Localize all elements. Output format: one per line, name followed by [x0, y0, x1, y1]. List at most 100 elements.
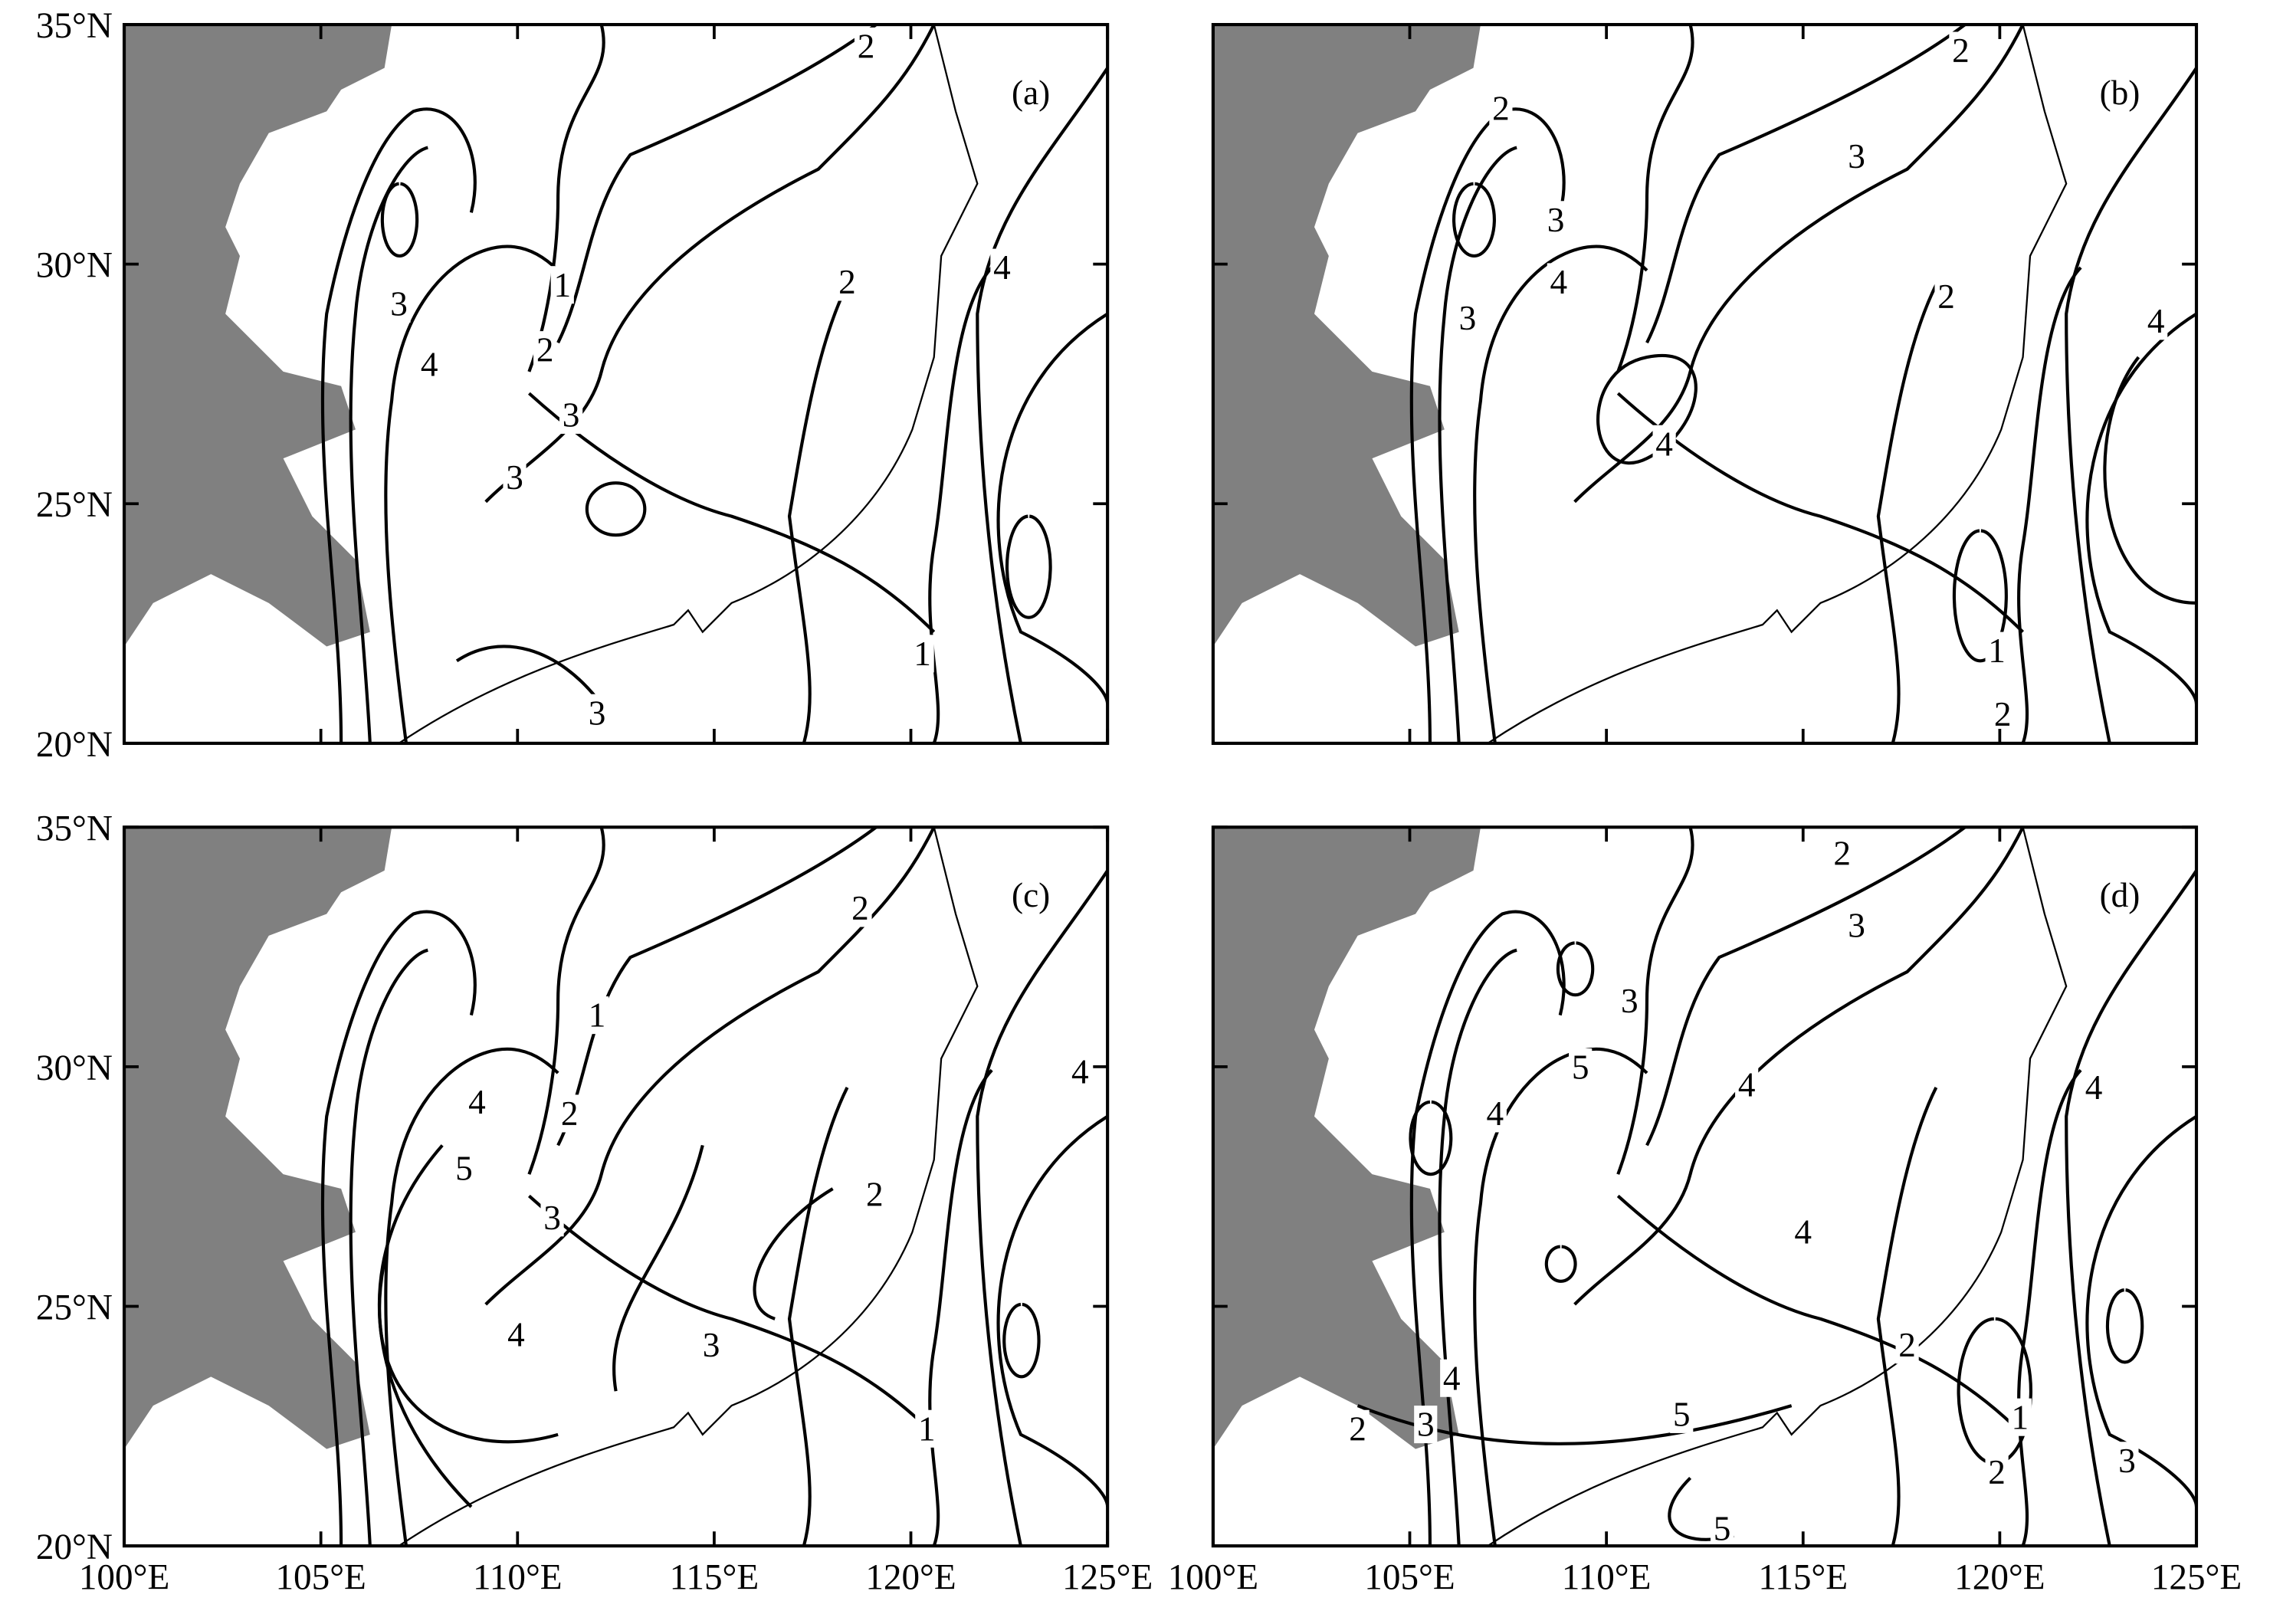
label-bg: [1483, 1094, 1507, 1133]
panel-frame: [122, 23, 1110, 745]
contour-line: [384, 244, 559, 743]
label-bg: [854, 27, 878, 65]
contour-label: 2: [866, 1176, 884, 1214]
x-tick-label: 105°E: [1364, 1558, 1455, 1598]
label-bg: [418, 345, 441, 384]
x-tick-label: 115°E: [1758, 1558, 1848, 1598]
contour-line: [377, 1144, 473, 1508]
terrain: [124, 827, 392, 1449]
contour-label: 5: [455, 1150, 473, 1188]
contour-label: 4: [507, 1316, 525, 1354]
contour-line: [1544, 1245, 1577, 1283]
panel-content: [1212, 25, 2196, 743]
panel-frame: [122, 825, 1110, 1548]
label-bg: [2144, 302, 2168, 340]
contour-line: [1409, 107, 1566, 743]
label-bg: [1991, 695, 2015, 733]
contour-label: 5: [1673, 1395, 1691, 1433]
label-bg: [1934, 277, 1958, 316]
contour-label: 2: [1937, 277, 1955, 316]
x-tick-label: 100°E: [79, 1558, 169, 1598]
contour-line: [928, 1068, 993, 1547]
label-bg: [1710, 1509, 1734, 1547]
y-tick-label: 20°N: [36, 1527, 113, 1567]
map-panel: 2 2 3 3 4 3 2 4 4 1 2 (b): [1211, 23, 2199, 745]
x-tick-label: 115°E: [670, 1558, 759, 1598]
label-bg: [1543, 201, 1568, 239]
y-tick-label: 30°N: [36, 1048, 113, 1088]
label-bg: [503, 458, 526, 497]
label-bg: [1845, 137, 1868, 176]
contour-line: [556, 25, 877, 344]
y-tick-label: 25°N: [36, 485, 113, 525]
contour-line: [787, 1087, 849, 1547]
contour-label: 4: [1550, 263, 1568, 301]
y-tick-label: 30°N: [36, 246, 113, 286]
contour-label: 2: [858, 27, 875, 65]
contour-line: [996, 1114, 1108, 1508]
contour-line: [1596, 354, 1698, 465]
contour-line: [1438, 146, 1517, 743]
label-bg: [915, 1409, 939, 1448]
contour-line: [527, 1194, 936, 1436]
contour-line: [996, 312, 1108, 705]
contour-label: 4: [421, 346, 438, 384]
contour-label: 3: [1459, 299, 1477, 337]
map-panel: 2 1 2 4 5 3 4 3 2 4 1 (c) 100°E 105°E 110°E 115°E 120°E 1…: [36, 809, 1153, 1597]
y-tick-label: 35°N: [36, 809, 113, 848]
contour-line: [527, 827, 605, 1175]
contour-line: [585, 481, 647, 537]
label-bg: [1547, 263, 1570, 301]
contour-line: [1452, 182, 1496, 258]
contour-label: 4: [2147, 302, 2165, 340]
contour-label: 4: [2085, 1068, 2103, 1107]
panel-label: (b): [2100, 74, 2140, 112]
contour-label: 4: [1655, 425, 1673, 463]
contour-line: [349, 146, 428, 743]
contour-label: 3: [1848, 137, 1865, 176]
label-bg: [1068, 1052, 1092, 1091]
contour-label: 3: [563, 396, 580, 435]
contour-label: 2: [1898, 1326, 1916, 1364]
label-bg: [1830, 834, 1854, 872]
coastline: [398, 25, 979, 743]
label-bg: [559, 396, 583, 435]
contour-label: 2: [536, 331, 554, 369]
contour-label: 2: [1988, 1453, 2006, 1491]
contour-line: [484, 25, 936, 504]
contour-label: 4: [993, 248, 1011, 287]
terrain: [124, 25, 392, 647]
contour-label: 2: [1952, 31, 1970, 70]
contour-line: [753, 1187, 834, 1321]
label-bg: [558, 1094, 582, 1133]
label-bg: [1489, 89, 1513, 128]
label-bg: [863, 1176, 887, 1214]
x-tick-label: 110°E: [1562, 1558, 1652, 1598]
contour-line: [1645, 827, 1967, 1147]
label-bg: [540, 1199, 564, 1237]
label-bg: [1346, 1409, 1370, 1448]
terrain: [1212, 827, 1481, 1449]
terrain: [1212, 25, 1481, 647]
x-tick-label: 120°E: [1954, 1558, 2045, 1598]
contour-label: 4: [468, 1083, 486, 1121]
contour-line: [527, 25, 605, 372]
label-bg: [504, 1316, 528, 1354]
label-bg: [585, 996, 609, 1035]
y-tick-label: 25°N: [36, 1288, 113, 1327]
contour-label: 3: [543, 1199, 561, 1237]
contour-line: [787, 284, 849, 743]
contour-line: [1409, 1100, 1453, 1176]
contour-label: 2: [838, 263, 856, 301]
contour-line: [2103, 356, 2196, 605]
contour-line: [1409, 910, 1566, 1547]
label-bg: [2008, 1398, 2032, 1436]
contour-label: 2: [1492, 90, 1510, 128]
x-tick-label: 125°E: [2151, 1558, 2242, 1598]
label-bg: [452, 1150, 476, 1188]
label-bg: [1670, 1395, 1694, 1433]
x-tick-label: 120°E: [865, 1558, 956, 1598]
contour-line: [2065, 869, 2196, 1547]
